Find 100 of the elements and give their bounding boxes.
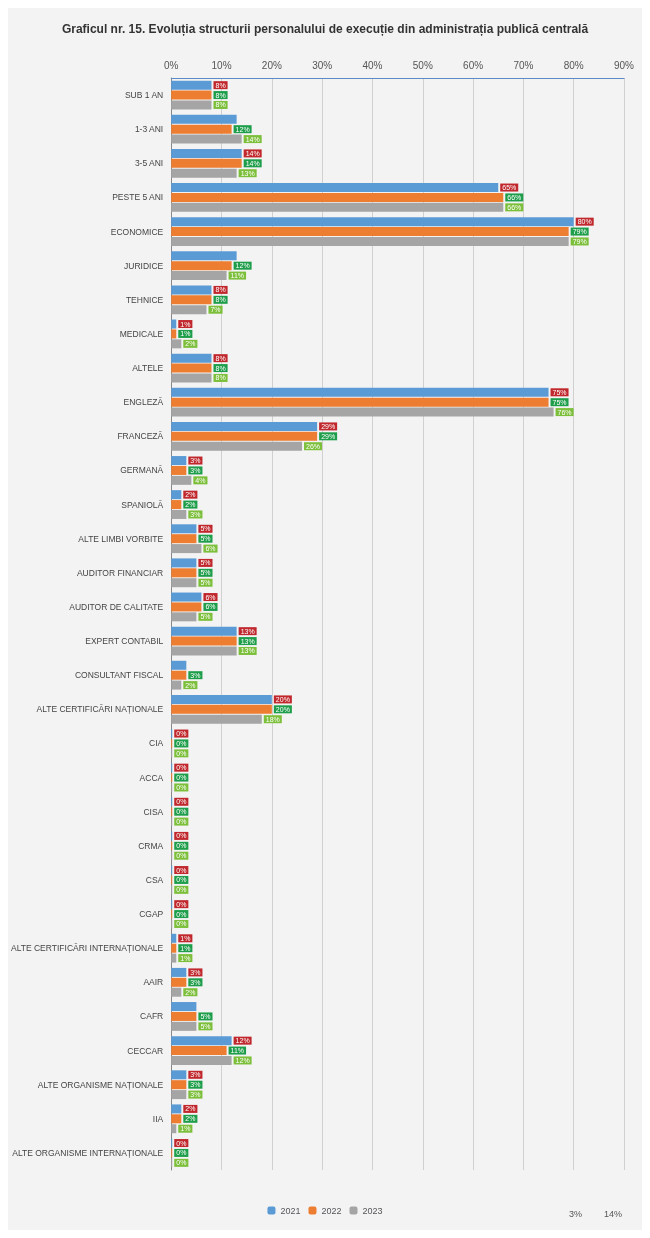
bar — [171, 236, 569, 246]
y-tick-label: JURIDICE — [124, 260, 164, 271]
text: 14% — [603, 1208, 622, 1219]
bar — [171, 271, 227, 281]
bar — [171, 285, 212, 295]
bar — [171, 626, 237, 636]
bar — [171, 1036, 232, 1046]
bar — [171, 670, 187, 680]
x-tick-label: 30% — [312, 59, 333, 71]
y-tick-label: AUDITOR FINANCIAR — [76, 567, 164, 578]
y-tick-label: CIA — [149, 738, 164, 749]
bar — [171, 339, 182, 349]
bar — [171, 490, 182, 500]
bar — [171, 387, 549, 397]
bar — [171, 90, 212, 100]
x-tick-label: 90% — [613, 59, 635, 71]
bar — [171, 987, 182, 997]
bar — [171, 714, 262, 724]
bar — [171, 636, 237, 646]
bar — [171, 329, 177, 339]
y-tick-label: ALTE ORGANISME NAȚIONALE — [37, 1079, 164, 1090]
bar — [171, 80, 212, 90]
x-tick-label: 40% — [362, 59, 383, 71]
bar — [171, 148, 242, 158]
x-tick-label: 20% — [261, 59, 282, 71]
bar — [171, 192, 504, 202]
bar — [171, 168, 237, 178]
bar — [171, 680, 182, 690]
bar — [171, 465, 187, 475]
bar — [171, 943, 177, 953]
bar — [171, 558, 197, 568]
y-tick-label: CONSULTANT FISCAL — [74, 670, 164, 681]
bar — [171, 967, 187, 977]
bar — [171, 568, 197, 578]
bar — [171, 217, 574, 227]
y-tick-label: CISA — [143, 806, 164, 817]
bar — [171, 363, 212, 373]
bar — [171, 544, 202, 554]
bar — [171, 1124, 177, 1134]
y-tick-label: CSA — [145, 874, 164, 885]
bar — [171, 353, 212, 363]
y-tick-label: ALTE LIMBI VORBITE — [78, 533, 164, 544]
y-tick-label: CGAP — [139, 909, 164, 920]
y-tick-label: MEDICALE — [119, 328, 164, 339]
bar — [171, 421, 318, 431]
bar — [171, 524, 197, 534]
y-tick-label: ENGLEZĂ — [123, 397, 164, 408]
y-tick-label: ECONOMICE — [110, 226, 164, 237]
bar — [171, 1021, 197, 1031]
bar — [171, 612, 197, 622]
legend-label: 2021 — [280, 1205, 301, 1216]
bar — [171, 1090, 187, 1100]
bar — [171, 1070, 187, 1080]
bar — [171, 977, 187, 987]
y-tick-label: 3-5 ANI — [134, 158, 164, 169]
bar — [171, 305, 207, 315]
y-tick-label: CECCAR — [127, 1045, 164, 1056]
bar — [171, 592, 202, 602]
text: 3% — [568, 1208, 583, 1219]
bar — [171, 295, 212, 305]
bar — [171, 319, 177, 329]
y-tick-label: CRMA — [138, 840, 164, 851]
y-tick-label: CAFR — [140, 1011, 164, 1022]
x-tick-label: 0% — [164, 59, 179, 71]
bar — [171, 578, 197, 588]
bar — [171, 158, 242, 168]
x-tick-label: 60% — [463, 59, 484, 71]
y-tick-label: PESTE 5 ANI — [112, 192, 164, 203]
y-tick-label: ACCA — [139, 772, 164, 783]
legend-label: 2023 — [362, 1205, 383, 1216]
x-tick-label: 70% — [513, 59, 534, 71]
bar — [171, 953, 177, 963]
bar — [171, 1104, 182, 1114]
bar — [171, 500, 182, 510]
y-tick-label: ALTE CERTIFICĂRI INTERNAȚIONALE — [10, 943, 164, 954]
y-tick-label: ALTE ORGANISME INTERNAȚIONALE — [12, 1147, 164, 1158]
y-tick-label: SPANIOLĂ — [121, 499, 164, 510]
y-tick-label: ALTELE — [132, 363, 164, 374]
bar — [171, 534, 197, 544]
chart-title: Graficul nr. 15. Evoluția structurii personalului de execuție din administrația publică centrală — [61, 22, 589, 36]
y-tick-label: EXPERT CONTABIL — [85, 636, 164, 647]
y-tick-label: AUDITOR DE CALITATE — [69, 601, 164, 612]
bar — [171, 183, 499, 193]
bar — [171, 124, 232, 134]
bar — [171, 1011, 197, 1021]
bar — [171, 431, 318, 441]
bar — [171, 602, 202, 612]
bar — [171, 475, 192, 485]
bar — [171, 1055, 232, 1065]
bar — [171, 646, 237, 656]
y-tick-label: TEHNICE — [125, 294, 164, 305]
bar — [171, 251, 237, 261]
bar — [171, 456, 187, 466]
bar — [171, 441, 303, 451]
y-tick-label: AAIR — [143, 977, 164, 988]
y-tick-label: 1-3 ANI — [134, 124, 164, 135]
bar — [171, 134, 242, 144]
bar — [171, 407, 554, 417]
bar — [171, 933, 177, 943]
bar — [171, 660, 187, 670]
